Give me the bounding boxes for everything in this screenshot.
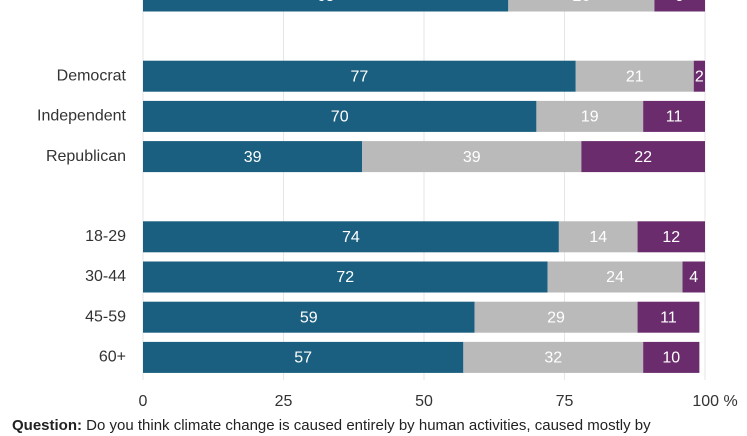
data-label: 19 — [581, 109, 599, 126]
data-label: 12 — [662, 229, 680, 246]
data-label: 26 — [572, 0, 590, 5]
bar-segment — [643, 100, 705, 132]
bar-segment — [143, 0, 509, 12]
bar-row: 74 14 12 — [143, 221, 705, 253]
data-label: 70 — [331, 109, 349, 126]
tick-label: 0 — [139, 393, 148, 410]
bar-segment — [558, 221, 638, 253]
bar-segment — [581, 141, 705, 173]
bar-row: 72 24 4 — [143, 261, 705, 293]
bar-row: 57 32 10 — [143, 341, 700, 373]
category-label: 30-44 — [85, 268, 126, 285]
category-label: Overall — [75, 0, 126, 4]
bar-segment — [547, 261, 683, 293]
data-label: 59 — [300, 309, 318, 326]
bar-segment — [508, 0, 655, 12]
data-label: 39 — [463, 149, 481, 166]
data-label: 4 — [689, 269, 698, 286]
bar-segment — [575, 60, 694, 92]
bar-segment — [143, 301, 475, 333]
category-label: 60+ — [99, 349, 126, 366]
bar-row: 39 39 22 — [143, 141, 705, 173]
tick-label: 75 — [556, 393, 574, 410]
category-label: Independent — [37, 108, 127, 125]
data-label: 57 — [294, 350, 312, 367]
data-label: 2 — [695, 68, 704, 85]
data-label: 72 — [336, 269, 354, 286]
question-note: Question: Do you think climate change is… — [12, 416, 747, 436]
bar-segment — [143, 261, 548, 293]
data-label: 74 — [342, 229, 360, 246]
category-labels: Overall Democrat Independent Republican 18-2… — [37, 0, 127, 366]
bar-segment — [536, 100, 644, 132]
bar-segment — [693, 60, 705, 92]
bar-segment — [654, 0, 705, 12]
bar-row: 59 29 11 — [143, 301, 700, 333]
bar-segment — [643, 341, 700, 373]
data-label: 14 — [589, 229, 607, 246]
data-label: 10 — [662, 350, 680, 367]
data-label: 77 — [350, 68, 368, 85]
bars: 6526977212701911393922741412722445929115… — [143, 0, 705, 373]
bar-row: 65 26 9 — [143, 0, 705, 12]
bar-segment — [463, 341, 644, 373]
data-label: 24 — [606, 269, 624, 286]
bar-segment — [637, 301, 700, 333]
bar-segment — [474, 301, 638, 333]
data-label: 29 — [547, 309, 565, 326]
bar-segment — [682, 261, 705, 293]
bar-segment — [143, 100, 537, 132]
data-label: 39 — [244, 149, 262, 166]
bar-row: 77 21 2 — [143, 60, 705, 92]
data-label: 32 — [544, 350, 562, 367]
tick-label: 25 — [275, 393, 293, 410]
category-label: Democrat — [57, 67, 127, 84]
category-label: Republican — [46, 148, 126, 165]
data-label: 9 — [675, 0, 684, 5]
bar-segment — [637, 221, 705, 253]
data-label: 22 — [634, 149, 652, 166]
bar-segment — [143, 341, 464, 373]
stacked-bar-chart: 6526977212701911393922741412722445929115… — [37, 0, 738, 410]
data-label: 21 — [626, 68, 644, 85]
tick-label: 50 — [415, 393, 433, 410]
bar-segment — [362, 141, 582, 173]
bar-segment — [143, 141, 363, 173]
category-label: 18-29 — [85, 228, 126, 245]
data-label: 65 — [317, 0, 335, 5]
x-axis-ticks: 0 25 50 75 100 % — [139, 393, 738, 410]
tick-label: 100 % — [692, 393, 737, 410]
bar-segment — [143, 221, 559, 253]
bar-row: 70 19 11 — [143, 100, 705, 132]
data-label: 11 — [666, 109, 683, 126]
data-label: 11 — [660, 309, 677, 326]
bar-segment — [143, 60, 576, 92]
category-label: 45-59 — [85, 308, 126, 325]
